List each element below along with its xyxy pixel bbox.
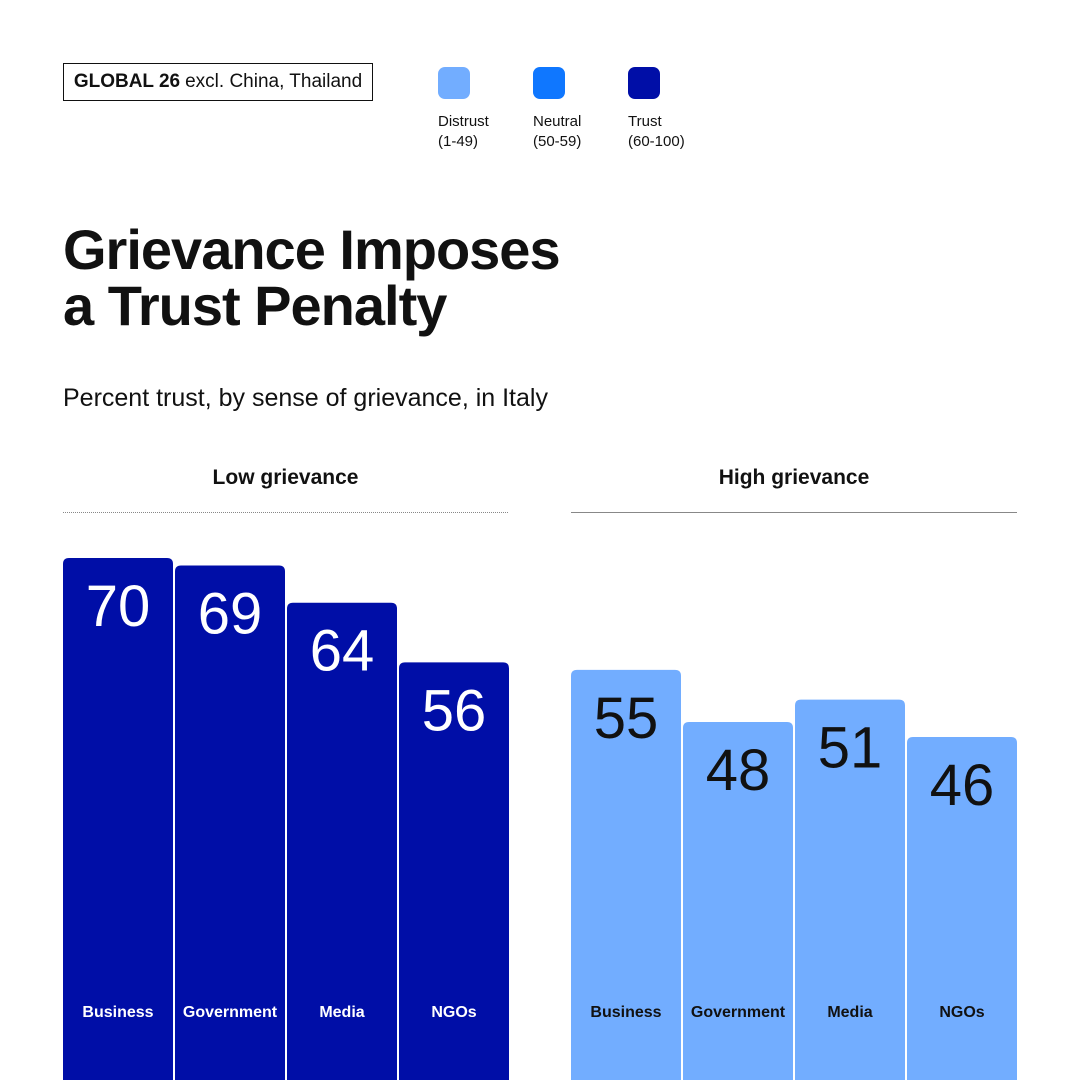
chart-title: Grievance Imposes a Trust Penalty [63,222,561,337]
group-label-low-grievance: Low grievance [212,466,359,489]
legend-label-neutral: Neutral [533,113,582,130]
bar-label-high-grievance-business: Business [590,1004,661,1021]
bar-low-grievance-ngos [399,662,509,1080]
group-divider-high [571,512,1017,513]
bar-high-grievance-ngos [907,736,1017,1080]
bar-value-low-grievance-ngos: 56 [422,678,487,743]
bar-value-low-grievance-business: 70 [86,574,151,639]
bar-label-high-grievance-ngos: NGOs [939,1004,984,1021]
legend-range-distrust: (1-49) [438,133,479,150]
bar-low-grievance-government [175,565,285,1080]
bar-low-grievance-business [63,558,173,1080]
bar-value-high-grievance-business: 55 [594,686,659,751]
region-badge: GLOBAL 26 excl. China, Thailand [63,63,373,101]
bar-label-low-grievance-ngos: NGOs [431,1004,476,1021]
chart-subtitle: Percent trust, by sense of grievance, in… [63,384,548,412]
legend-label-distrust: Distrust [438,113,489,130]
group-label-high-grievance: High grievance [718,466,870,489]
legend-label-trust: Trust [628,113,662,130]
legend-item-trust: Trust (60-100) [628,67,738,152]
bar-value-high-grievance-media: 51 [818,716,883,781]
bar-high-grievance-government [683,722,793,1080]
bar-label-low-grievance-media: Media [319,1004,364,1021]
chart-title-line-2: a Trust Penalty [63,274,447,337]
legend-swatch-neutral [533,67,565,99]
bar-label-low-grievance-business: Business [82,1004,153,1021]
bar-high-grievance-media [795,699,905,1080]
legend-range-trust: (60-100) [628,133,685,150]
bar-value-low-grievance-government: 69 [198,581,263,646]
bar-label-high-grievance-media: Media [827,1004,872,1021]
bar-value-low-grievance-media: 64 [310,619,375,684]
legend-range-neutral: (50-59) [533,133,582,150]
bar-value-high-grievance-government: 48 [706,738,771,803]
bar-low-grievance-media [287,602,397,1080]
bar-high-grievance-business [571,669,681,1080]
group-divider-low [63,512,508,513]
chart-title-line-1: Grievance Imposes [63,218,561,281]
legend-item-distrust: Distrust (1-49) [438,67,548,152]
legend-swatch-distrust [438,67,470,99]
bar-label-high-grievance-government: Government [691,1004,786,1021]
region-badge-rest: excl. China, Thailand [185,71,363,92]
region-badge-strong: GLOBAL 26 [73,71,181,92]
legend-item-neutral: Neutral (50-59) [533,67,643,152]
legend-swatch-trust [628,67,660,99]
bar-label-low-grievance-government: Government [183,1004,278,1021]
bar-value-high-grievance-ngos: 46 [930,753,995,818]
